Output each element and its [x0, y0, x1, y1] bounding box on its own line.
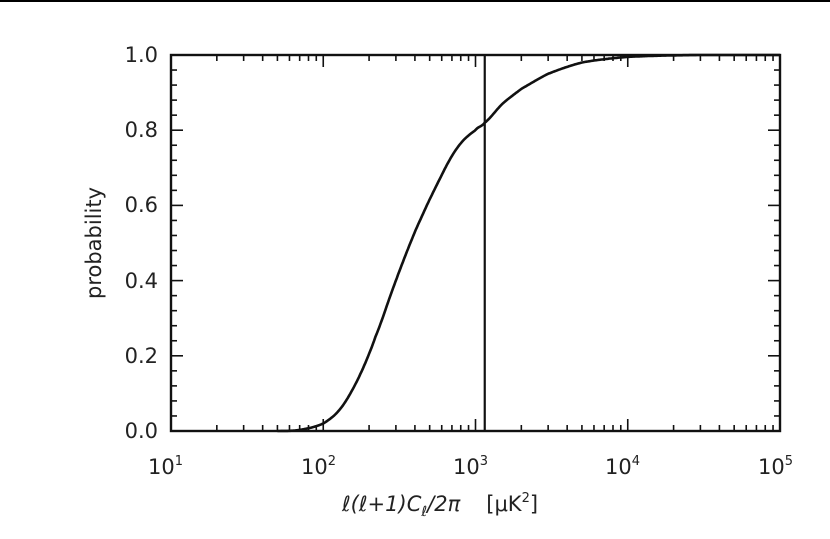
x-tick-1: 102	[301, 454, 336, 479]
x-tick-labels: 101 102 103 104 105	[148, 454, 793, 479]
probability-curve	[277, 53, 780, 433]
x-tick-3: 104	[605, 454, 640, 479]
y-tick-5: 1.0	[125, 43, 158, 67]
x-tick-4: 105	[758, 454, 793, 479]
y-tick-3: 0.6	[125, 193, 158, 217]
y-tick-4: 0.8	[125, 118, 158, 142]
y-tick-labels: 0.0 0.2 0.4 0.6 0.8 1.0	[125, 43, 158, 443]
y-tick-1: 0.2	[125, 344, 158, 368]
x-tick-0: 101	[148, 454, 183, 479]
x-tick-2: 103	[453, 454, 488, 479]
y-tick-2: 0.4	[125, 269, 158, 293]
top-border	[0, 0, 830, 2]
x-axis-title: ℓ(ℓ+1)Cℓ/2π [μK2]	[341, 491, 538, 520]
minor-ticks	[171, 54, 781, 432]
plot-frame	[169, 53, 782, 433]
y-tick-0: 0.0	[125, 419, 158, 443]
y-axis-title: probability	[82, 187, 106, 299]
